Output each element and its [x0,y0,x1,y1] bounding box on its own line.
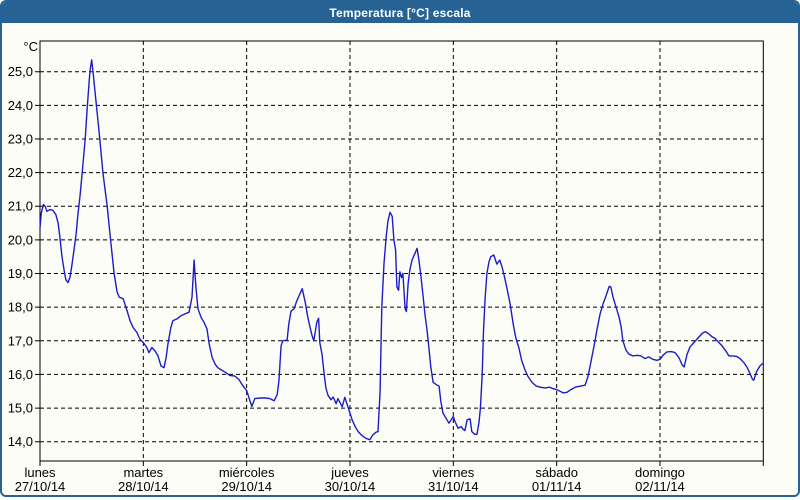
y-tick-label: 22,0 [8,165,33,180]
y-tick-label: 25,0 [8,64,33,79]
day-date-label: 31/10/14 [428,479,479,494]
y-tick-label: 18,0 [8,300,33,315]
day-date-label: 30/10/14 [325,479,376,494]
y-tick-label: 23,0 [8,131,33,146]
y-axis-labels: 25,0 24,0 23,0 22,0 21,0 20,0 19,0 18,0 17,0 16,0… [8,64,33,449]
y-tick-label: 24,0 [8,98,33,113]
window-title-bar[interactable]: Temperatura [°C] escala [2,2,798,23]
temperature-series-line [39,59,764,441]
y-tick-label: 20,0 [8,232,33,247]
y-axis-unit-label: °C [23,39,38,54]
vertical-gridlines [142,41,661,461]
day-name-label: domingo [635,465,685,480]
day-date-label: 27/10/14 [15,479,66,494]
x-axis-ticks [39,461,764,466]
day-name-label: martes [123,465,163,480]
day-name-label: viernes [432,465,474,480]
window-title: Temperatura [°C] escala [329,5,471,20]
day-date-label: 29/10/14 [221,479,272,494]
day-date-label: 02/11/14 [635,479,685,494]
y-tick-label: 15,0 [8,401,33,416]
plot-area-border [39,40,764,462]
y-tick-label: 17,0 [8,333,33,348]
day-name-label: miércoles [219,465,275,480]
y-tick-label: 16,0 [8,367,33,382]
y-tick-label: 14,0 [8,434,33,449]
day-date-label: 01/11/14 [532,479,582,494]
day-date-label: 28/10/14 [118,479,169,494]
y-tick-label: 19,0 [8,266,33,281]
y-axis-ticks [35,71,40,443]
day-name-label: jueves [330,465,369,480]
day-name-label: sábado [535,465,578,480]
day-name-label: lunes [24,465,56,480]
y-tick-label: 21,0 [8,199,33,214]
horizontal-gridlines [40,71,764,443]
